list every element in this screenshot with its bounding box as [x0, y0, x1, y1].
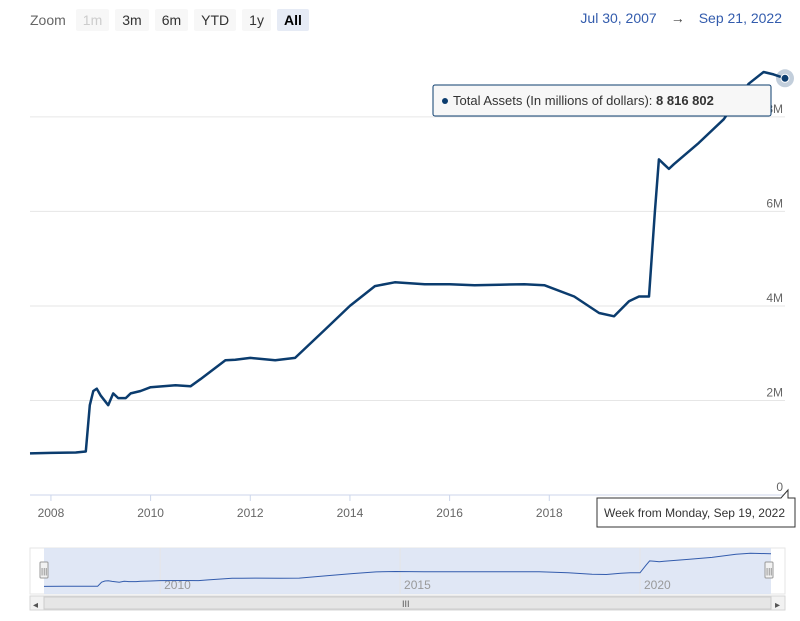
x-tooltip-box [596, 488, 796, 528]
navigator-labels: 2010 2015 2020 [164, 578, 671, 592]
zoom-1m-button[interactable]: 1m [75, 9, 110, 31]
y-tick-label: 6M [766, 196, 783, 210]
x-tick-label: 2010 [137, 506, 164, 520]
x-tick-label: 2008 [38, 506, 65, 520]
x-axis-ticks: 2008 2010 2012 2014 2016 2018 [38, 495, 563, 520]
right-handle-box[interactable] [764, 561, 774, 579]
right-handle-grip[interactable]: ||| [766, 567, 772, 576]
navigator-right-handle[interactable]: ||| [764, 561, 774, 579]
series-line-total-assets [29, 70, 786, 455]
x-tooltip-label: Week from Monday, Sep 19, 2022 [604, 506, 785, 520]
zoom-1y-button[interactable]: 1y [242, 9, 271, 31]
date-range: Jul 30, 2007 → Sep 21, 2022 [580, 10, 782, 26]
scrollbar[interactable]: III ◂ ▸ [29, 595, 786, 611]
tooltip: Total Assets (In millions of dollars): 8… [432, 84, 772, 117]
y-tick-label: 2M [766, 385, 783, 399]
x-tick-label: 2014 [337, 506, 364, 520]
range-from-input[interactable]: Jul 30, 2007 [580, 10, 657, 26]
scroll-left-arrow-icon[interactable]: ◂ [33, 600, 38, 611]
y-tick-label: 4M [766, 291, 783, 305]
tooltip-value: 8 816 802 [656, 93, 714, 108]
zoom-3m-button[interactable]: 3m [115, 9, 149, 31]
tooltip-text: Total Assets (In millions of dollars): 8… [453, 93, 714, 108]
tooltip-box [432, 84, 772, 117]
scrollbar-thumb[interactable] [43, 596, 772, 610]
zoom-bar: Zoom 1m 3m 6m YTD 1y All [30, 9, 309, 31]
range-to-input[interactable]: Sep 21, 2022 [698, 10, 782, 26]
navigator-selection[interactable] [44, 548, 771, 594]
hover-point [780, 73, 790, 83]
navigator-label: 2020 [644, 578, 671, 592]
scroll-right-arrow-icon[interactable]: ▸ [775, 600, 780, 611]
tooltip-bullet-icon [442, 98, 448, 104]
scrollbar-grip[interactable]: III [402, 599, 410, 609]
left-handle-box[interactable] [39, 561, 49, 579]
navigator-grid [159, 548, 641, 594]
navigator-label: 2015 [404, 578, 431, 592]
zoom-label: Zoom [30, 12, 66, 28]
navigator-series-line [43, 552, 772, 587]
grid-lines [30, 116, 785, 496]
y-tick-label: 0 [776, 480, 783, 494]
x-tick-label: 2012 [237, 506, 264, 520]
zoom-ytd-button[interactable]: YTD [194, 9, 237, 31]
navigator: 2010 2015 2020 ||| ||| [29, 547, 786, 595]
x-tick-label: 2018 [536, 506, 563, 520]
left-handle-grip[interactable]: ||| [41, 567, 47, 576]
navigator-label: 2010 [164, 578, 191, 592]
navigator-left-handle[interactable]: ||| [39, 561, 49, 579]
zoom-all-button[interactable]: All [276, 9, 309, 31]
x-tooltip: Week from Monday, Sep 19, 2022 [596, 488, 796, 528]
zoom-6m-button[interactable]: 6m [154, 9, 189, 31]
range-arrow: → [670, 10, 685, 26]
tooltip-series-label: Total Assets (In millions of dollars): [453, 93, 656, 108]
x-tick-label: 2016 [436, 506, 463, 520]
